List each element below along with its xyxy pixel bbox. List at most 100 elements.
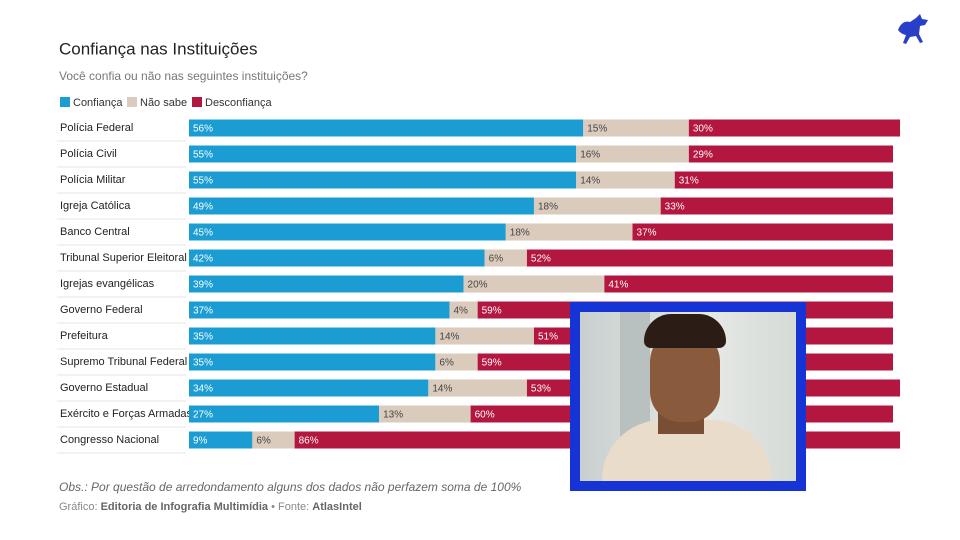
value-label: 6% — [256, 436, 271, 447]
value-label: 34% — [193, 384, 213, 395]
value-label: 29% — [693, 150, 713, 161]
bar-segment — [484, 249, 527, 267]
value-label: 55% — [193, 150, 213, 161]
note: Obs.: Por questão de arredondamento algu… — [59, 480, 522, 494]
bar-segment — [189, 145, 577, 163]
value-label: 6% — [489, 254, 504, 265]
legend-label: Desconfiança — [205, 97, 273, 109]
value-label: 55% — [193, 176, 213, 187]
value-label: 39% — [193, 280, 213, 291]
bar-segment — [688, 145, 893, 163]
bar-segment — [674, 171, 893, 189]
bar-segment — [576, 145, 689, 163]
value-label: 60% — [475, 410, 495, 421]
category-label: Polícia Militar — [60, 174, 126, 186]
value-label: 59% — [482, 358, 502, 369]
value-label: 42% — [193, 254, 213, 265]
category-label: Prefeitura — [60, 330, 109, 342]
legend-swatch — [127, 97, 137, 107]
credits: Gráfico: Editoria de Infografia Multimíd… — [59, 501, 362, 513]
source-name: AtlasIntel — [312, 501, 362, 513]
legend-swatch — [192, 97, 202, 107]
credit-label: Gráfico: — [59, 501, 98, 513]
bar-segment — [189, 301, 450, 319]
bar-segment — [435, 353, 478, 371]
value-label: 53% — [531, 384, 551, 395]
value-label: 14% — [580, 176, 600, 187]
bar-segment — [688, 119, 901, 137]
value-label: 27% — [193, 410, 213, 421]
bar-segment — [189, 431, 253, 449]
category-label: Congresso Nacional — [60, 434, 159, 446]
value-label: 52% — [531, 254, 551, 265]
category-label: Banco Central — [60, 226, 130, 238]
bar-segment — [435, 327, 534, 345]
value-label: 49% — [193, 202, 213, 213]
category-label: Governo Estadual — [60, 382, 148, 394]
category-label: Igreja Católica — [60, 200, 131, 212]
value-label: 33% — [665, 202, 685, 213]
value-label: 4% — [453, 306, 468, 317]
bar-segment — [463, 275, 605, 293]
bar-segment — [533, 197, 661, 215]
legend-label: Confiança — [73, 97, 123, 109]
bar-segment — [189, 275, 464, 293]
bar-segment — [189, 353, 436, 371]
bar-segment — [189, 405, 380, 423]
bar-segment — [379, 405, 471, 423]
category-label: Governo Federal — [60, 304, 143, 316]
category-label: Tribunal Superior Eleitoral — [60, 252, 187, 264]
value-label: 56% — [193, 124, 213, 135]
bar-segment — [660, 197, 893, 215]
video-overlay — [570, 302, 806, 491]
value-label: 35% — [193, 332, 213, 343]
bar-segment — [189, 223, 506, 241]
bar-segment — [252, 431, 295, 449]
legend-swatch — [60, 97, 70, 107]
source-label: • Fonte: — [271, 501, 309, 513]
legend-label: Não sabe — [140, 97, 187, 109]
value-label: 37% — [637, 228, 657, 239]
value-label: 13% — [383, 410, 403, 421]
value-label: 20% — [468, 280, 488, 291]
value-label: 86% — [299, 436, 319, 447]
value-label: 35% — [193, 358, 213, 369]
value-label: 45% — [193, 228, 213, 239]
value-label: 14% — [432, 384, 452, 395]
value-label: 18% — [538, 202, 558, 213]
category-label: Polícia Federal — [60, 122, 133, 134]
chart-subtitle: Você confia ou não nas seguintes institu… — [59, 69, 308, 83]
logo — [898, 14, 928, 44]
category-label: Polícia Civil — [60, 148, 117, 160]
bar-segment — [632, 223, 893, 241]
bar-segment — [189, 327, 436, 345]
value-label: 30% — [693, 124, 713, 135]
value-label: 15% — [587, 124, 607, 135]
value-label: 51% — [538, 332, 558, 343]
value-label: 31% — [679, 176, 699, 187]
bar-segment — [449, 301, 478, 319]
bar-segment — [576, 171, 675, 189]
category-label: Igrejas evangélicas — [60, 278, 155, 290]
person-hair — [644, 314, 726, 348]
bar-segment — [505, 223, 633, 241]
value-label: 6% — [439, 358, 454, 369]
value-label: 37% — [193, 306, 213, 317]
bar-segment — [189, 379, 429, 397]
bar-segment — [604, 275, 893, 293]
value-label: 14% — [439, 332, 459, 343]
bar-segment — [189, 197, 534, 215]
value-label: 9% — [193, 436, 208, 447]
credit-name: Editoria de Infografia Multimídia — [101, 501, 269, 513]
value-label: 41% — [608, 280, 628, 291]
value-label: 59% — [482, 306, 502, 317]
bar-segment — [189, 249, 485, 267]
video-frame — [580, 312, 796, 481]
bar-segment — [526, 249, 893, 267]
category-label: Supremo Tribunal Federal — [60, 356, 187, 368]
value-label: 18% — [510, 228, 530, 239]
chart-title: Confiança nas Instituições — [59, 39, 257, 58]
bar-segment — [428, 379, 527, 397]
bar-segment — [189, 171, 577, 189]
